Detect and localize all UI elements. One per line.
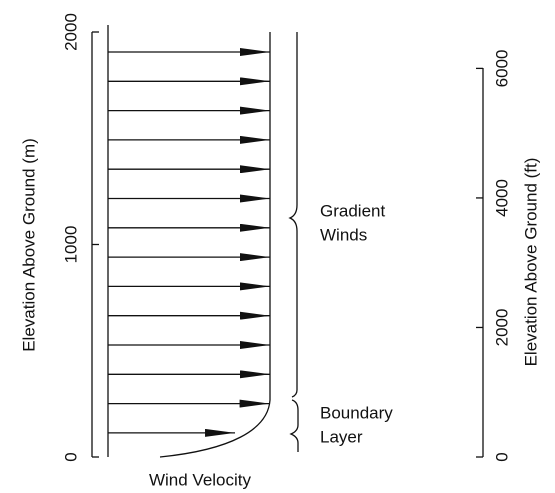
x-axis-label: Wind Velocity <box>149 470 252 489</box>
annotation: Layer <box>320 427 363 446</box>
annotation: Gradient <box>320 201 385 220</box>
y2-tick-label: 2000 <box>492 309 511 347</box>
left-axis-label: Elevation Above Ground (m) <box>19 138 38 352</box>
annotation: Winds <box>320 225 367 244</box>
gradient-brace <box>288 32 298 398</box>
y-tick-label: 0 <box>61 452 80 461</box>
annotation: Boundary <box>320 403 393 422</box>
y-tick-label: 1000 <box>61 226 80 264</box>
right-axis-label: Elevation Above Ground (ft) <box>521 158 540 367</box>
y2-tick-label: 6000 <box>492 49 511 87</box>
y2-tick-label: 4000 <box>492 179 511 217</box>
y2-tick-label: 0 <box>492 452 511 461</box>
boundary-brace <box>289 399 299 452</box>
y-tick-label: 2000 <box>61 13 80 51</box>
velocity-profile <box>159 32 271 458</box>
